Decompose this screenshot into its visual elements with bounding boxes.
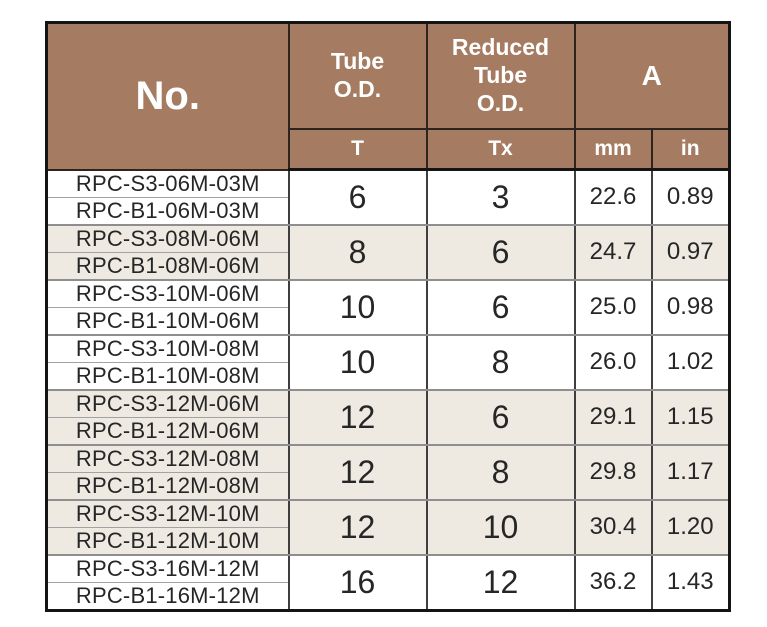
- reduced-od-value: 6: [425, 279, 576, 336]
- a-mm-value: 29.1: [573, 389, 653, 446]
- table-row: RPC-S3-06M-03M 6 3 22.6 0.89: [45, 169, 731, 226]
- a-in-value: 0.89: [650, 169, 731, 226]
- a-in-value: 1.02: [650, 334, 731, 391]
- header-a: A: [573, 21, 731, 130]
- part-number-cell: RPC-S3-06M-03M: [45, 169, 290, 198]
- header-reduced-tube-od: Reduced Tube O.D.: [425, 21, 576, 130]
- header-row-sub: T Tx mm in: [47, 127, 731, 171]
- specifications-table: No. Tube O.D. Reduced Tube O.D. A T Tx m…: [45, 21, 732, 612]
- table-row: RPC-S3-10M-08M 10 8 26.0 1.02: [45, 334, 731, 391]
- table-row: RPC-S3-16M-12M 16 12 36.2 1.43: [45, 554, 731, 611]
- table-row: RPC-B1-10M-06M: [45, 307, 730, 336]
- a-mm-value: 25.0: [573, 279, 653, 336]
- a-in-value: 1.17: [650, 444, 731, 501]
- tube-od-value: 16: [287, 554, 428, 611]
- header-no: No.: [45, 21, 290, 171]
- part-number-cell: RPC-B1-06M-03M: [45, 197, 290, 226]
- part-number-cell: RPC-S3-10M-08M: [45, 334, 290, 363]
- reduced-od-value: 6: [425, 389, 576, 446]
- a-mm-value: 24.7: [573, 224, 653, 281]
- table-row: RPC-B1-12M-06M: [45, 417, 730, 446]
- subheader-t: T: [287, 127, 428, 171]
- table-row: RPC-S3-12M-06M 12 6 29.1 1.15: [45, 389, 731, 446]
- a-in-value: 1.43: [650, 554, 731, 611]
- a-in-value: 0.98: [650, 279, 731, 336]
- table-row: RPC-B1-12M-08M: [45, 472, 730, 501]
- tube-od-value: 8: [287, 224, 428, 281]
- part-number-cell: RPC-S3-12M-06M: [45, 389, 290, 418]
- part-number-cell: RPC-S3-08M-06M: [45, 224, 290, 253]
- part-number-cell: RPC-B1-12M-06M: [45, 417, 290, 446]
- a-in-value: 0.97: [650, 224, 731, 281]
- header-row-main: No. Tube O.D. Reduced Tube O.D. A: [45, 21, 731, 171]
- part-number-cell: RPC-S3-12M-08M: [45, 444, 290, 473]
- part-number-cell: RPC-B1-12M-08M: [45, 472, 290, 501]
- tube-od-value: 12: [287, 389, 428, 446]
- reduced-od-value: 8: [425, 444, 576, 501]
- tube-od-value: 10: [287, 279, 428, 336]
- table-row: RPC-B1-10M-08M: [45, 362, 730, 391]
- a-mm-value: 26.0: [573, 334, 653, 391]
- reduced-od-value: 6: [425, 224, 576, 281]
- reduced-od-value: 8: [425, 334, 576, 391]
- table-row: RPC-B1-16M-12M: [45, 582, 730, 611]
- header-tube-od: Tube O.D.: [287, 21, 428, 130]
- table-body: RPC-S3-06M-03M 6 3 22.6 0.89 RPC-B1-06M-…: [45, 169, 731, 611]
- part-number-cell: RPC-B1-16M-12M: [45, 582, 290, 611]
- tube-od-value: 12: [287, 499, 428, 556]
- table-row: RPC-B1-12M-10M: [45, 527, 730, 556]
- a-mm-value: 22.6: [573, 169, 653, 226]
- a-mm-value: 36.2: [573, 554, 653, 611]
- table-row: RPC-S3-12M-08M 12 8 29.8 1.17: [45, 444, 731, 501]
- table-row: RPC-S3-08M-06M 8 6 24.7 0.97: [45, 224, 731, 281]
- part-number-cell: RPC-S3-10M-06M: [45, 279, 290, 308]
- table-header: No. Tube O.D. Reduced Tube O.D. A T Tx m…: [45, 21, 731, 171]
- reduced-od-value: 3: [425, 169, 576, 226]
- table-row: RPC-B1-06M-03M: [45, 197, 730, 226]
- subheader-mm: mm: [573, 127, 653, 171]
- reduced-od-value: 12: [425, 554, 576, 611]
- a-mm-value: 29.8: [573, 444, 653, 501]
- part-number-cell: RPC-S3-16M-12M: [45, 554, 290, 583]
- subheader-in: in: [650, 127, 731, 171]
- table-row: RPC-S3-10M-06M 10 6 25.0 0.98: [45, 279, 731, 336]
- part-number-cell: RPC-B1-08M-06M: [45, 252, 290, 281]
- part-number-cell: RPC-B1-10M-06M: [45, 307, 290, 336]
- a-mm-value: 30.4: [573, 499, 653, 556]
- tube-od-value: 12: [287, 444, 428, 501]
- reduced-od-value: 10: [425, 499, 576, 556]
- part-number-cell: RPC-B1-12M-10M: [45, 527, 290, 556]
- a-in-value: 1.20: [650, 499, 731, 556]
- a-in-value: 1.15: [650, 389, 731, 446]
- tube-od-value: 10: [287, 334, 428, 391]
- subheader-tx: Tx: [425, 127, 576, 171]
- table-row: RPC-S3-12M-10M 12 10 30.4 1.20: [45, 499, 731, 556]
- tube-od-value: 6: [287, 169, 428, 226]
- table-row: RPC-B1-08M-06M: [45, 252, 730, 281]
- part-number-cell: RPC-S3-12M-10M: [45, 499, 290, 528]
- part-number-cell: RPC-B1-10M-08M: [45, 362, 290, 391]
